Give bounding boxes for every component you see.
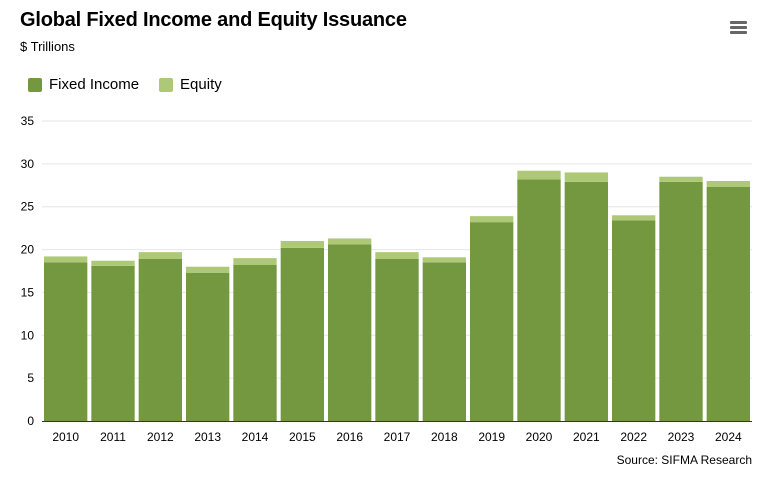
- bar-equity-2022[interactable]: [612, 215, 656, 221]
- y-tick-label: 30: [21, 157, 35, 171]
- bar-equity-2011[interactable]: [91, 260, 135, 266]
- bar-equity-2016[interactable]: [328, 238, 372, 245]
- bar-fixed-income-2023[interactable]: [659, 181, 703, 421]
- y-tick-label: 0: [27, 414, 34, 428]
- bar-equity-2021[interactable]: [564, 172, 608, 182]
- x-tick-label: 2021: [573, 430, 600, 444]
- source-note: Source: SIFMA Research: [616, 453, 752, 467]
- bar-fixed-income-2020[interactable]: [517, 179, 561, 421]
- legend-swatch-fixed-income: [28, 77, 42, 92]
- bar-fixed-income-2016[interactable]: [328, 244, 372, 421]
- x-tick-label: 2023: [668, 430, 695, 444]
- x-tick-label: 2014: [242, 430, 269, 444]
- x-tick-label: 2010: [52, 430, 79, 444]
- bar-fixed-income-2013[interactable]: [186, 272, 230, 421]
- x-tick-label: 2013: [194, 430, 221, 444]
- legend-item-equity[interactable]: Equity: [159, 76, 222, 93]
- x-tick-label: 2018: [431, 430, 458, 444]
- legend-item-fixed-income[interactable]: Fixed Income: [28, 76, 139, 93]
- chart-subtitle: $ Trillions: [20, 39, 75, 54]
- legend-label-fixed-income: Fixed Income: [49, 76, 140, 93]
- bar-equity-2020[interactable]: [517, 170, 561, 180]
- bar-fixed-income-2024[interactable]: [706, 187, 750, 421]
- x-tick-label: 2024: [715, 430, 742, 444]
- x-tick-label: 2019: [478, 430, 505, 444]
- bar-equity-2019[interactable]: [470, 216, 514, 223]
- bar-equity-2015[interactable]: [280, 241, 324, 248]
- x-tick-label: 2012: [147, 430, 174, 444]
- y-tick-label: 15: [21, 285, 35, 299]
- y-tick-label: 5: [27, 371, 34, 385]
- bar-fixed-income-2015[interactable]: [280, 247, 324, 421]
- bar-equity-2017[interactable]: [375, 252, 419, 259]
- chart-title: Global Fixed Income and Equity Issuance: [20, 9, 407, 31]
- y-tick-label: 20: [21, 243, 35, 257]
- x-tick-label: 2017: [384, 430, 411, 444]
- bar-fixed-income-2012[interactable]: [138, 259, 182, 421]
- chart-legend: Fixed Income Equity: [28, 76, 242, 93]
- y-tick-label: 10: [21, 328, 35, 342]
- bar-equity-2018[interactable]: [422, 257, 466, 263]
- x-tick-label: 2022: [620, 430, 647, 444]
- bar-fixed-income-2018[interactable]: [422, 262, 466, 421]
- bar-fixed-income-2022[interactable]: [612, 220, 656, 421]
- legend-label-equity: Equity: [180, 76, 222, 93]
- bar-equity-2023[interactable]: [659, 176, 703, 182]
- bar-equity-2010[interactable]: [44, 256, 88, 263]
- bar-fixed-income-2014[interactable]: [233, 265, 277, 421]
- legend-swatch-equity: [159, 77, 174, 92]
- x-tick-label: 2011: [100, 430, 126, 444]
- bar-equity-2024[interactable]: [706, 181, 750, 187]
- y-tick-label: 35: [21, 114, 35, 128]
- bar-equity-2013[interactable]: [186, 266, 230, 273]
- bar-equity-2012[interactable]: [138, 252, 182, 259]
- bar-fixed-income-2017[interactable]: [375, 259, 419, 421]
- bar-fixed-income-2021[interactable]: [564, 181, 608, 421]
- bar-fixed-income-2010[interactable]: [44, 262, 88, 421]
- bar-fixed-income-2011[interactable]: [91, 265, 135, 421]
- x-tick-label: 2016: [336, 430, 363, 444]
- x-tick-label: 2015: [289, 430, 316, 444]
- x-tick-label: 2020: [526, 430, 553, 444]
- bar-fixed-income-2019[interactable]: [470, 222, 514, 421]
- y-tick-label: 25: [21, 200, 35, 214]
- bar-equity-2014[interactable]: [233, 258, 277, 265]
- hamburger-menu-icon[interactable]: [729, 19, 749, 36]
